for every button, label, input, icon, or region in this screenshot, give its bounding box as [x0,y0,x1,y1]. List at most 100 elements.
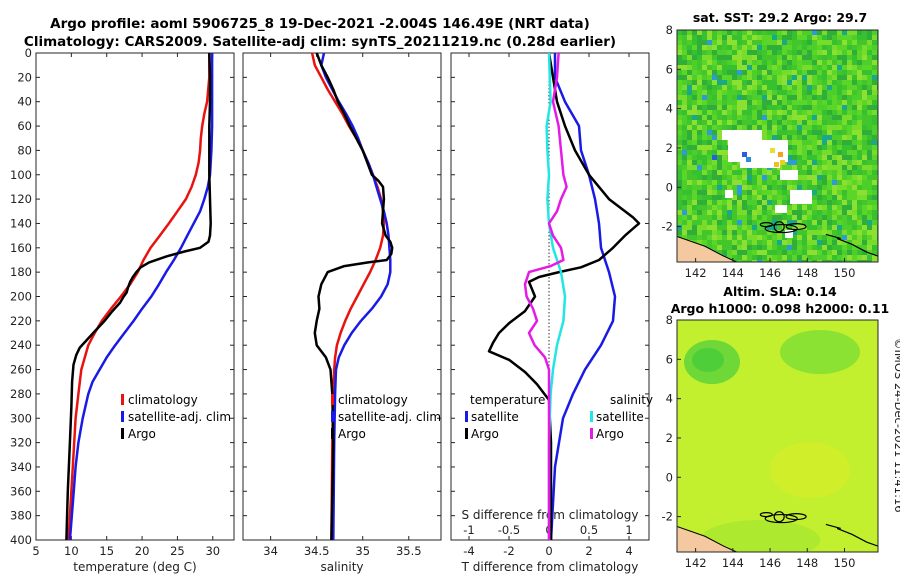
sst-cell [767,30,772,35]
sst-cell [792,230,797,235]
sst-cell [802,95,807,100]
sst-cell [707,100,712,105]
sst-cell [867,30,872,35]
sst-cell [742,225,747,230]
sst-cell [812,160,817,165]
sst-cell [872,110,877,115]
sst-cell [807,150,812,155]
sst-cell [692,190,697,195]
sst-cell [872,40,877,45]
sst-cell [792,85,797,90]
sst-cell [747,35,752,40]
sst-cell [867,40,872,45]
sst-cell [852,235,857,240]
sst-cell [727,100,732,105]
sst-cell [782,250,787,255]
sst-cell [817,255,822,260]
sst-cell [782,245,787,250]
sst-cell [872,195,877,200]
sst-cell [837,115,842,120]
cloud-gap [780,170,798,180]
sst-cell [742,95,747,100]
sst-cell [707,160,712,165]
sst-cell [702,150,707,155]
sst-cell [872,140,877,145]
sst-cell [792,205,797,210]
sst-cell [872,260,877,262]
sst-cell [842,250,847,255]
sst-cell [842,155,847,160]
sst-cell [752,70,757,75]
sst-cell [847,190,852,195]
sst-cell [812,70,817,75]
sst-cell [872,65,877,70]
sst-cell [852,125,857,130]
sst-cell [692,60,697,65]
sst-cell [712,60,717,65]
sst-cell [822,230,827,235]
sst-cell [832,135,837,140]
sst-cell [857,110,862,115]
sst-cell [737,160,742,165]
sst-cell [757,190,762,195]
sst-cell [867,45,872,50]
sst-cell [832,65,837,70]
sst-cell [862,30,867,35]
sst-cell [817,180,822,185]
sst-cell [737,50,742,55]
sst-cell [812,165,817,170]
sst-cell [792,140,797,145]
sst-cell [747,185,752,190]
sst-cell [747,235,752,240]
sst-cell [777,190,782,195]
sst-cell [817,30,822,35]
argo-float-marker [773,221,785,233]
sst-cell [687,40,692,45]
sst-cell [832,130,837,135]
sst-cell [742,60,747,65]
sst-cell [827,240,832,245]
sst-cell [807,110,812,115]
sst-cell [767,105,772,110]
y-tick-label: 2 [666,141,673,155]
sst-cell [727,55,732,60]
sst-cell [822,175,827,180]
sst-cell [802,180,807,185]
sst-cell [832,55,837,60]
sst-cell [747,40,752,45]
sst-cell [787,75,792,80]
sst-cell [782,95,787,100]
sst-cell [747,190,752,195]
sst-map-title: sat. SST: 29.2 Argo: 29.7 [693,10,867,25]
sst-cell [682,215,687,220]
sst-cell [707,30,712,35]
sst-cell [762,80,767,85]
sst-cell [712,85,717,90]
x2-tick-label: -0.5 [498,523,520,537]
sst-cell [697,130,702,135]
sst-cell [832,250,837,255]
sst-cell [797,250,802,255]
sst-cell [862,85,867,90]
sst-cell [852,210,857,215]
sst-cell [842,90,847,95]
sst-cell [802,260,807,262]
sst-cell [857,230,862,235]
sst-cell [727,35,732,40]
sst-cell [777,80,782,85]
sst-cell [822,200,827,205]
sst-cell [812,215,817,220]
sst-cell [712,105,717,110]
sst-cell [792,65,797,70]
sst-cell-highlight [780,160,785,165]
sst-cell [812,150,817,155]
sst-cell [797,85,802,90]
sst-cell [762,60,767,65]
sst-cell [677,30,682,35]
sst-cell [737,195,742,200]
sst-cell [772,70,777,75]
sst-cell [677,40,682,45]
sst-cell [857,260,862,262]
sst-cell [872,50,877,55]
sst-cell [822,30,827,35]
